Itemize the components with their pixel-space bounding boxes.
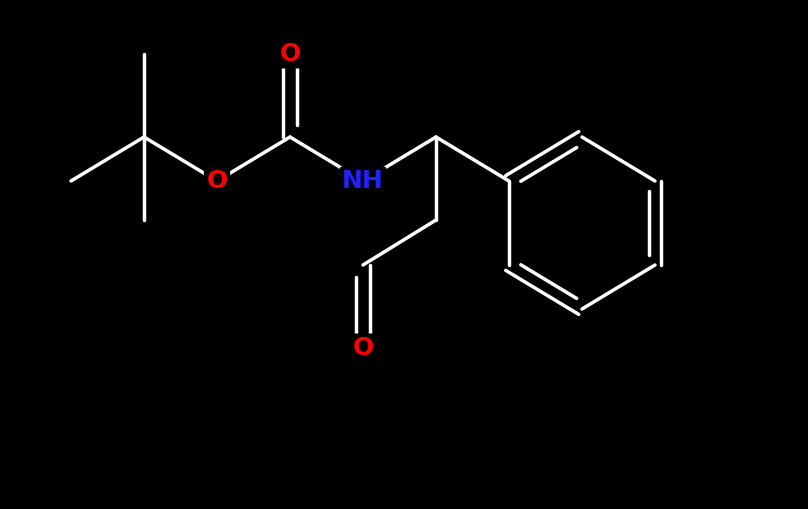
Text: O: O bbox=[206, 169, 228, 193]
Text: NH: NH bbox=[342, 169, 384, 193]
Text: O: O bbox=[280, 42, 301, 66]
Text: O: O bbox=[352, 336, 373, 360]
